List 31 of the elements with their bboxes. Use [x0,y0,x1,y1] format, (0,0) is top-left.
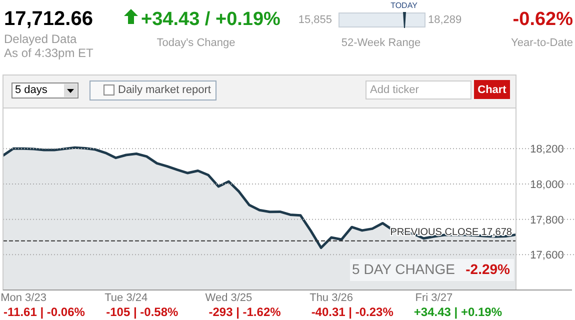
text: Delayed Data [4,32,78,46]
y-tick-label: 18,200 [530,144,564,156]
text: 52-Week Range [341,37,421,49]
text: 5 days [15,84,48,96]
x-tick-label: Tue 3/24 [104,292,148,304]
text: -293 | -1.62% [208,305,282,319]
text: +34.43 / +0.19% [141,9,281,30]
text: As of 4:33pm ET [4,46,94,60]
x-tick-label: Fri 3/27 [415,292,453,304]
text: 18,289 [428,14,462,26]
text: -40.31 | -0.23% [311,305,394,319]
chart-title: 17,712.66 [4,8,93,30]
text: +34.43 | +0.19% [414,305,502,319]
annotation: 5 DAY CHANGE [352,261,455,277]
y-tick-label: 17,800 [530,214,564,226]
text: Chart [478,84,507,96]
y-tick-label: 17,600 [530,250,564,262]
text: Add ticker [370,84,420,96]
y-tick-label: 18,000 [530,178,564,191]
text: TODAY [390,1,418,10]
text: Today's Change [156,37,236,49]
text: Daily market report [118,84,211,96]
text: -11.61 | -0.06% [4,305,86,319]
text: Year-to-Date [511,37,573,49]
text: -105 | -0.58% [106,305,179,319]
x-tick-label: Wed 3/25 [205,292,252,304]
annotation: -2.29% [466,261,511,277]
text: 15,855 [298,14,332,26]
text: -0.62% [512,9,574,30]
x-tick-label: Mon 3/23 [0,292,46,304]
x-tick-label: Thu 3/26 [310,292,354,304]
